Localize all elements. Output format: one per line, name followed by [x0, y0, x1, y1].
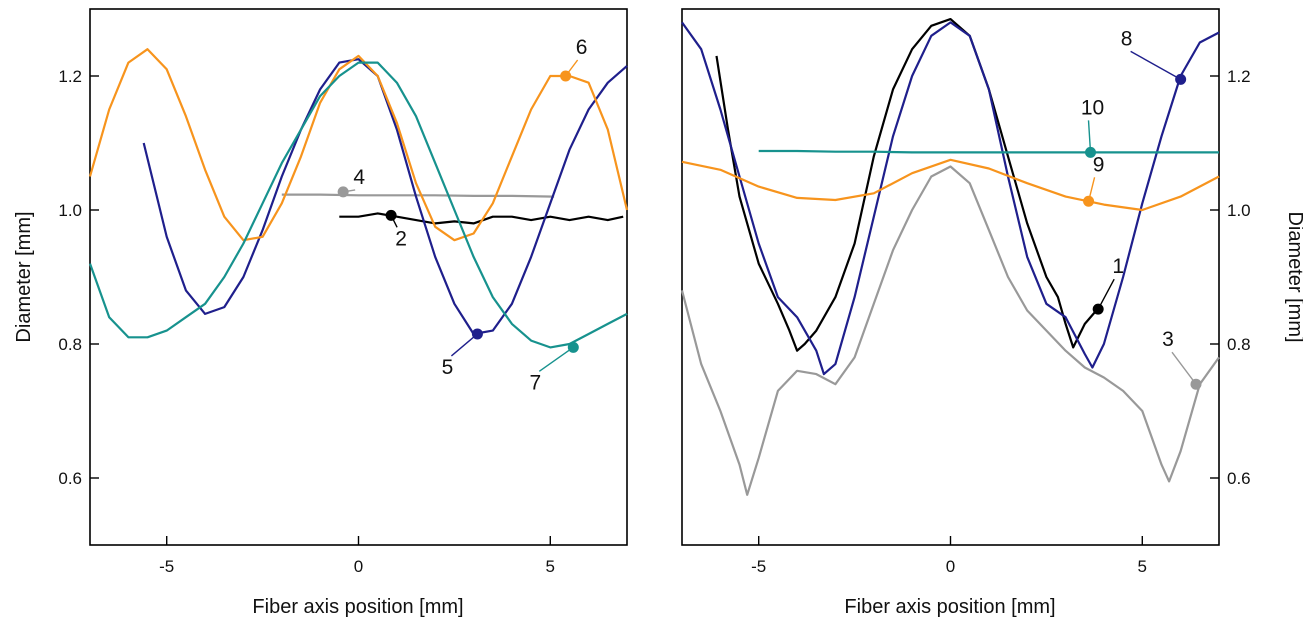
- x-tick-label: 0: [946, 557, 955, 576]
- label-leader-3: [1171, 351, 1197, 385]
- y-tick-label: 1.2: [58, 67, 82, 86]
- curve-label-4: 4: [353, 166, 365, 189]
- y-tick-label: 1.0: [1227, 201, 1251, 220]
- curve-label-1: 1: [1112, 255, 1124, 278]
- label-marker-1: [1092, 303, 1104, 315]
- right-ylabel: Diameter [mm]: [1284, 211, 1303, 342]
- curve-label-9: 9: [1093, 153, 1105, 176]
- left-xlabel: Fiber axis position [mm]: [252, 596, 463, 618]
- y-tick-label: 0.6: [58, 469, 82, 488]
- x-tick-label: -5: [751, 557, 766, 576]
- series-line-9: [681, 158, 1220, 212]
- curve-label-10: 10: [1081, 96, 1104, 119]
- y-tick-label: 1.2: [1227, 67, 1251, 86]
- y-tick-label: 0.8: [1227, 335, 1251, 354]
- label-marker-7: [567, 341, 579, 353]
- series-line-6: [88, 48, 629, 242]
- label-marker-9: [1083, 195, 1095, 207]
- label-marker-8: [1175, 73, 1187, 85]
- label-leader-7: [538, 346, 574, 372]
- label-marker-10: [1085, 146, 1097, 158]
- series-line-3: [680, 165, 1220, 496]
- curve-label-6: 6: [576, 36, 588, 59]
- label-marker-6: [560, 70, 572, 82]
- label-marker-3: [1190, 378, 1202, 390]
- curve-label-8: 8: [1121, 27, 1133, 50]
- curve-label-3: 3: [1162, 328, 1174, 351]
- series-line-5: [142, 58, 628, 336]
- left-ylabel: Diameter [mm]: [13, 211, 35, 342]
- y-tick-label: 1.0: [58, 201, 82, 220]
- right-plot-frame: [681, 8, 1220, 546]
- series-line-7: [88, 61, 628, 349]
- left-plot-frame: [89, 8, 628, 546]
- label-marker-2: [385, 209, 397, 221]
- label-leader-1: [1097, 278, 1115, 310]
- curve-label-5: 5: [442, 356, 454, 379]
- y-tick-label: 0.8: [58, 335, 82, 354]
- series-line-1: [715, 18, 1098, 352]
- series-line-8: [681, 21, 1220, 376]
- label-marker-5: [471, 328, 483, 340]
- right-panel: 1 3 8 9 10 -5 0 5 0.6 0.8 1.0 1.2 Fiber axis posit…: [680, 8, 1303, 618]
- series-line-10: [758, 149, 1219, 154]
- left-panel: 2 4 5 6 7 -5 0 5 0.6 0.8 1.0 1.2 Fiber axis positi…: [13, 8, 629, 618]
- x-tick-label: -5: [159, 557, 174, 576]
- label-leader-5: [450, 333, 478, 357]
- x-tick-label: 5: [1138, 557, 1147, 576]
- label-marker-4: [337, 186, 349, 198]
- y-tick-label: 0.6: [1227, 469, 1251, 488]
- series-line-4: [281, 193, 555, 198]
- curve-label-2: 2: [395, 227, 407, 250]
- x-tick-label: 5: [546, 557, 555, 576]
- label-leader-8: [1130, 50, 1181, 80]
- right-xlabel: Fiber axis position [mm]: [844, 596, 1055, 618]
- x-tick-label: 0: [354, 557, 363, 576]
- curve-label-7: 7: [529, 371, 541, 394]
